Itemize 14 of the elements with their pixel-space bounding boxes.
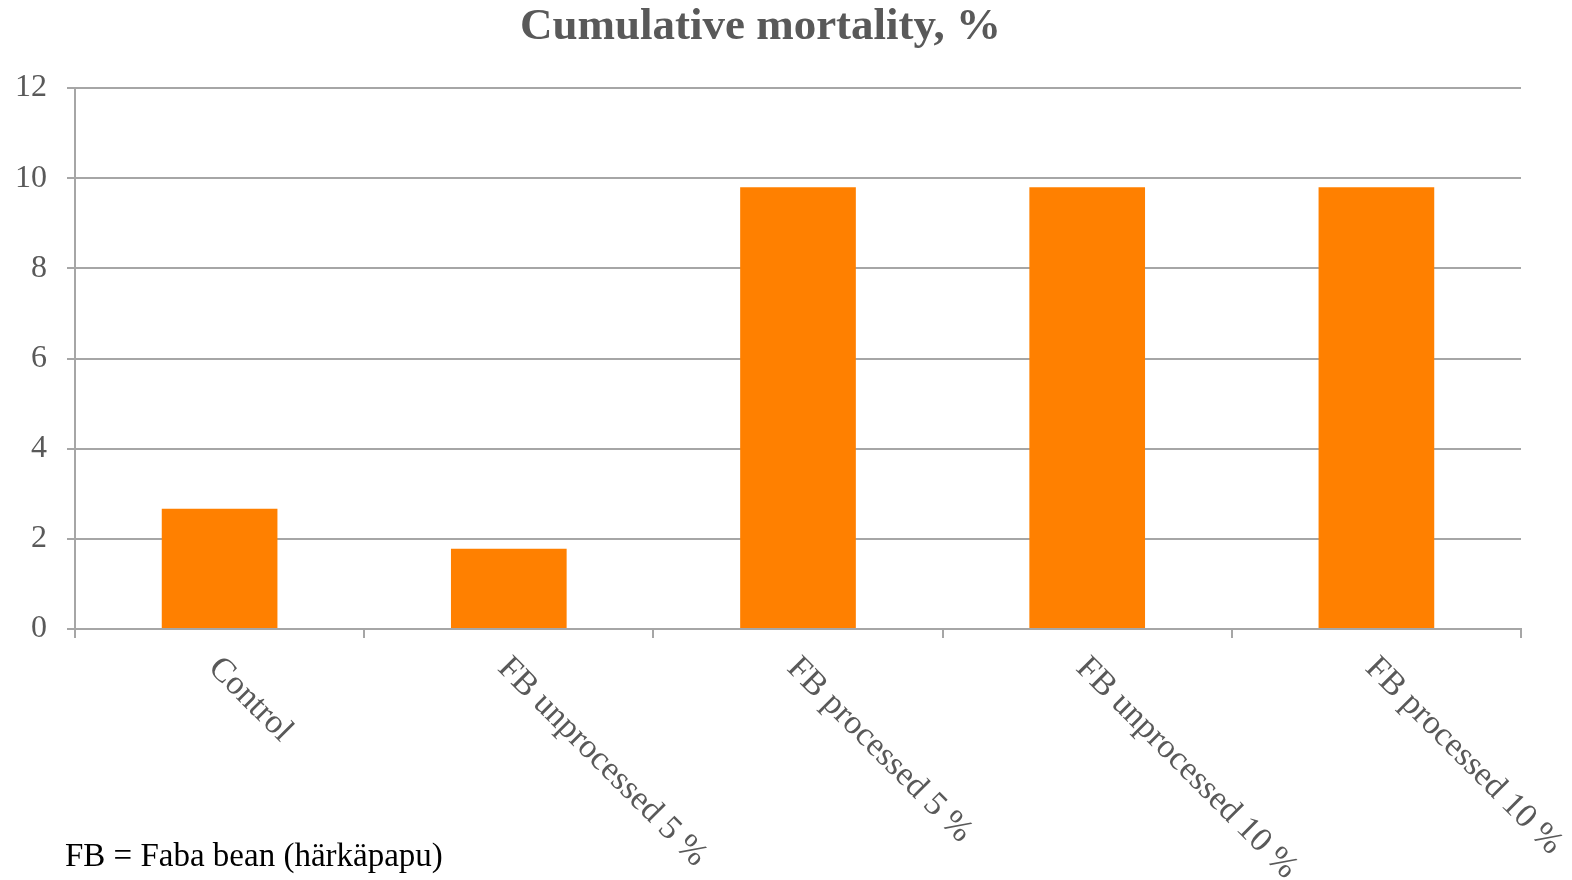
- y-tick-label: 12: [15, 67, 47, 104]
- y-tick-label: 6: [31, 337, 47, 374]
- y-tick-label: 10: [15, 157, 47, 194]
- chart-title: Cumulative mortality, %: [519, 0, 1002, 49]
- bar: [1029, 187, 1146, 628]
- bar: [1318, 187, 1435, 628]
- y-tick-label: 0: [31, 608, 47, 645]
- text: FB = Faba bean (härkäpapu): [65, 837, 443, 874]
- bar: [450, 548, 567, 628]
- bar: [161, 508, 278, 628]
- y-tick-label: 2: [31, 518, 47, 555]
- bar: [740, 187, 856, 628]
- y-tick-label: 8: [31, 247, 47, 284]
- y-tick-label: 4: [31, 428, 47, 465]
